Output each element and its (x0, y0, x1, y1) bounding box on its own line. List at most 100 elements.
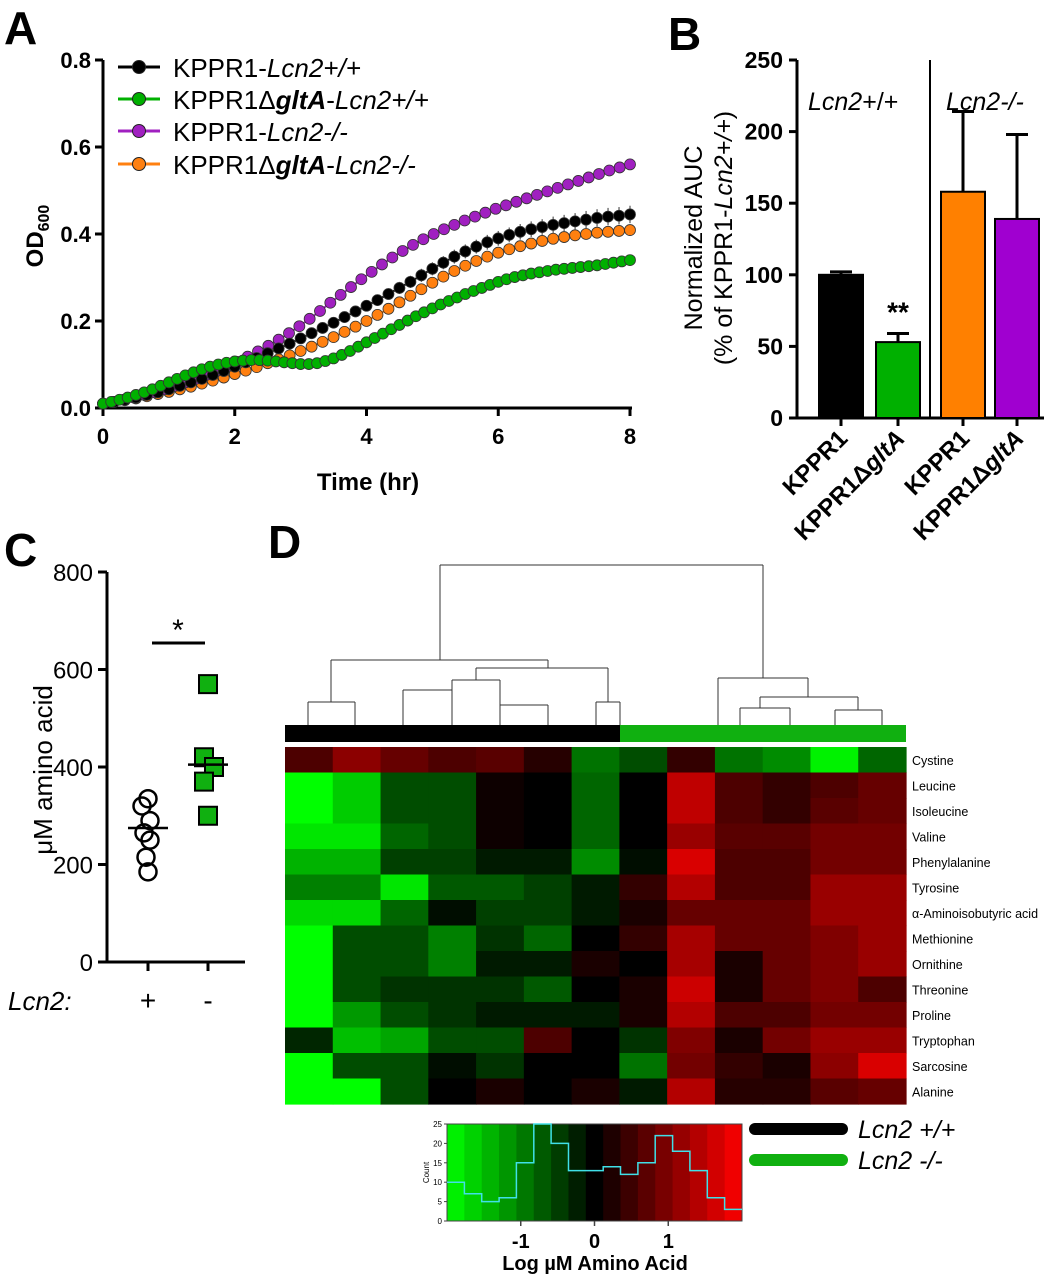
panel-b-bar (875, 341, 921, 420)
panel-d-heatmap-cell (571, 798, 620, 825)
panel-d-heatmap-cell (762, 1027, 812, 1054)
panel-a-y-tick-label: 0.8 (60, 48, 91, 73)
panel-d-heatmap-cell (285, 874, 334, 901)
panel-a-data-point (558, 231, 571, 243)
panel-a-data-point (393, 282, 406, 294)
panel-a-line-chart: 0.00.20.40.60.80 2 4 6 8 KPPR1-Lcn2+/+KPPR1Δ… (22, 48, 636, 496)
panel-d-heatmap-cell (380, 951, 429, 978)
panel-a-data-point (603, 164, 616, 177)
panel-d-heatmap-cell (619, 900, 668, 927)
panel-d-heatmap-cell (428, 951, 477, 978)
panel-d-heatmap-cell (619, 951, 668, 978)
panel-d-heatmap-cell (714, 823, 764, 850)
panel-a-data-point (624, 254, 636, 267)
panel-d-heatmap-cells (285, 747, 907, 1105)
panel-d-heatmap-cell (762, 900, 812, 927)
panel-d-heatmap-cell (476, 1027, 525, 1054)
panel-c-point-circle (132, 796, 152, 816)
panel-a-data-point (294, 345, 307, 357)
panel-d-row-label: Proline (912, 1009, 951, 1023)
panel-d-heatmap-cell (858, 798, 907, 825)
panel-d-heatmap-cell (332, 1053, 382, 1080)
panel-d-heatmap-cell (619, 823, 668, 850)
panel-d-heatmap-cell (810, 951, 859, 978)
panel-d-heatmap-cell (285, 823, 334, 850)
panel-a-data-point (470, 240, 483, 253)
panel-a-data-point (514, 225, 527, 238)
panel-d-row-label: Tryptophan (912, 1034, 975, 1048)
panel-a-data-point (305, 327, 318, 340)
panel-a-data-point (591, 212, 603, 224)
panel-d-heatmap-cell (858, 925, 907, 952)
panel-d-heatmap-cell (858, 874, 907, 901)
panel-a-x-tick-label: 8 (624, 424, 636, 449)
panel-d-color-key-swatch (481, 1124, 500, 1221)
panel-a-data-point (327, 316, 340, 329)
panel-d-color-key-swatch (568, 1124, 587, 1221)
panel-d-color-key-swatch (637, 1124, 656, 1221)
panel-d-heatmap-cell (762, 849, 812, 876)
panel-d-heatmap-cell (332, 976, 382, 1003)
panel-d-color-key-histogram (447, 1123, 742, 1211)
panel-d-heatmap-cell (714, 747, 764, 774)
panel-d-row-labels: Cystine Leucine Isoleucine Valine Phenylalan… (912, 754, 1038, 1100)
panel-b-bar (994, 217, 1040, 419)
panel-a-x-tick-label: 6 (492, 424, 504, 449)
panel-d-heatmap-cell (285, 849, 334, 876)
panel-a-data-point (593, 168, 605, 180)
panel-b-y-axis-label-line2: (% of KPPR1-Lcn2+/+) (710, 111, 738, 365)
panel-a-data-point (427, 228, 440, 240)
panel-d-heatmap-cell (332, 798, 382, 825)
panel-d-heatmap-cell (523, 823, 573, 850)
panel-a-legend-label: KPPR1-Lcn2+/+ (173, 53, 361, 83)
panel-b-y-tick-label: 50 (757, 333, 783, 359)
panel-d-heatmap-cell (571, 1002, 620, 1029)
panel-a-x-tick-label: 0 (97, 424, 109, 449)
panel-d-color-key-swatch (620, 1124, 639, 1221)
panel-d-heatmap-cell (380, 849, 429, 876)
panel-a-legend-label: KPPR1-Lcn2-/- (173, 117, 348, 147)
panel-d-heatmap-cell (858, 849, 907, 876)
panel-d-row-label: Alanine (912, 1085, 954, 1099)
panel-c-points (128, 674, 228, 882)
panel-d-heatmap-cell (667, 1027, 716, 1054)
panel-d-color-key-swatch (655, 1124, 674, 1221)
panel-d-color-key-swatch (585, 1124, 604, 1221)
panel-a-legend-marker (132, 60, 146, 74)
panel-a-data-point (531, 188, 543, 201)
panel-d-heatmap-cell (523, 1078, 573, 1105)
panel-d-heatmap-cell (714, 1027, 764, 1054)
panel-a-data-point (338, 325, 351, 338)
panel-d-color-key-x-tick-label: 0 (589, 1231, 600, 1253)
panel-a-legend: KPPR1-Lcn2+/+KPPR1ΔgltA-Lcn2+/+KPPR1-Lcn… (118, 53, 429, 180)
panel-a-data-point (338, 311, 351, 323)
panel-d-heatmap-cell (332, 900, 382, 927)
panel-d-heatmap-cell (332, 925, 382, 952)
panel-d-color-key-y-tick-label: 0 (438, 1217, 443, 1226)
panel-a-data-point (503, 243, 516, 256)
panel-d-heatmap-cell (810, 798, 859, 825)
panel-a-data-point (514, 240, 527, 253)
panel-d-heatmap-cell (667, 900, 716, 927)
panel-d-heatmap-cell (380, 1002, 429, 1029)
panel-d-color-key-swatch (689, 1124, 708, 1221)
panel-d-heatmap-cell (571, 747, 620, 774)
panel-d-heatmap-cell (762, 798, 812, 825)
panel-d-heatmap-cell (858, 951, 907, 978)
panel-d-heatmap-cell (285, 925, 334, 952)
panel-d-heatmap-cell (858, 1053, 907, 1080)
panel-d-heatmap-cell (810, 772, 859, 799)
panel-a-data-point (536, 235, 549, 247)
panel-b-group-label-lcn2-wt: Lcn2+/+ (808, 88, 898, 116)
panel-a-data-point (492, 232, 505, 245)
panel-c-point-square (198, 674, 218, 695)
panel-d-heatmap-cell (380, 900, 429, 927)
panel-d-heatmap-cell (380, 772, 429, 799)
panel-label-b: B (668, 8, 701, 60)
panel-a-data-point (481, 236, 494, 249)
panel-d-color-key-x-tick-label: 1 (663, 1231, 674, 1253)
panel-d-row-label: Ornithine (912, 958, 963, 972)
panel-d-row-label: Valine (912, 830, 946, 844)
panel-a-data-point (345, 281, 357, 293)
panel-d-row-label: Cystine (912, 754, 954, 768)
